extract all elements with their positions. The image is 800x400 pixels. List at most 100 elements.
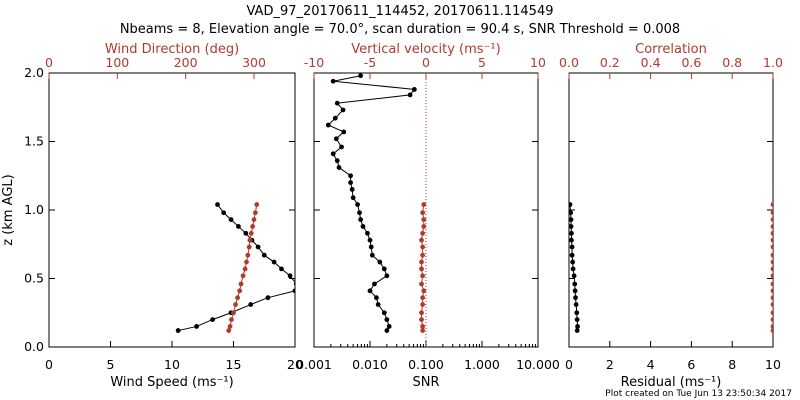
data-point xyxy=(570,266,576,272)
x-tick-label: 10 xyxy=(765,357,781,372)
top-tick-label: -10 xyxy=(304,55,324,70)
data-point xyxy=(238,281,244,287)
data-point xyxy=(770,202,773,207)
top-tick-label: 100 xyxy=(105,55,129,70)
x-tick-label: 0.010 xyxy=(352,357,388,372)
data-point xyxy=(355,202,360,207)
data-point xyxy=(569,230,574,236)
data-point xyxy=(236,224,241,229)
x-axis-label: SNR xyxy=(412,375,439,390)
data-point xyxy=(420,230,426,236)
data-point xyxy=(570,259,576,265)
top-axis-label: Vertical velocity (ms⁻¹) xyxy=(351,42,500,57)
data-point xyxy=(770,295,773,301)
data-point xyxy=(407,92,413,98)
top-tick-label: 0.2 xyxy=(600,55,620,70)
x-tick-label: 10 xyxy=(164,357,180,372)
top-axis-label: Correlation xyxy=(635,42,707,57)
data-point xyxy=(770,266,773,272)
x-axis-label: Residual (ms⁻¹) xyxy=(621,375,722,390)
plot-frame xyxy=(568,72,774,348)
data-point xyxy=(231,310,236,316)
top-tick-label: 5 xyxy=(478,55,486,70)
data-point xyxy=(365,230,370,236)
top-tick-label: 300 xyxy=(242,55,266,70)
data-point xyxy=(420,328,426,333)
data-point xyxy=(770,317,773,322)
data-point xyxy=(250,224,256,229)
data-point xyxy=(330,78,336,84)
x-axis-label: Wind Speed (ms⁻¹) xyxy=(110,375,233,390)
data-point xyxy=(228,217,234,222)
data-point xyxy=(386,324,392,329)
data-point xyxy=(381,310,387,316)
data-point xyxy=(569,237,574,243)
data-point xyxy=(210,317,215,322)
data-point xyxy=(235,295,241,301)
data-point xyxy=(247,237,253,243)
y-tick-label: 1.5 xyxy=(24,134,44,149)
data-point xyxy=(252,210,258,216)
y-tick-label: 0.5 xyxy=(24,271,44,286)
y-tick-label: 0.0 xyxy=(24,339,44,354)
x-tick-label: 8 xyxy=(728,357,736,372)
y-tick-label: 2.0 xyxy=(24,65,44,80)
data-point xyxy=(419,266,424,272)
data-point xyxy=(384,317,390,322)
data-point xyxy=(340,107,346,113)
data-point xyxy=(248,302,254,307)
data-point xyxy=(194,324,200,329)
data-point xyxy=(573,302,579,307)
data-point xyxy=(419,317,424,322)
figure-title: VAD_97_20170611_114452, 20170611.114549 xyxy=(247,4,554,19)
data-point xyxy=(255,244,261,250)
data-point xyxy=(419,237,424,243)
x-tick-label: 0 xyxy=(565,357,573,372)
data-point xyxy=(419,259,424,265)
figure-subtitle: Nbeams = 8, Elevation angle = 70.0°, sca… xyxy=(120,22,680,37)
data-point xyxy=(245,252,251,258)
data-point xyxy=(348,180,353,186)
x-tick-label: 0.100 xyxy=(408,357,444,372)
data-point xyxy=(770,273,773,279)
top-tick-label: 0 xyxy=(45,55,53,70)
plot-frame xyxy=(313,72,539,348)
data-point xyxy=(221,210,227,216)
top-tick-label: 200 xyxy=(174,55,198,70)
data-point xyxy=(411,87,417,92)
top-tick-label: 0.8 xyxy=(722,55,742,70)
data-point xyxy=(261,252,267,258)
data-point xyxy=(420,273,426,279)
data-point xyxy=(333,136,339,142)
data-point xyxy=(421,288,427,294)
data-point xyxy=(367,237,373,243)
data-point xyxy=(248,230,254,236)
data-point xyxy=(287,273,293,279)
data-point xyxy=(330,151,336,157)
data-point xyxy=(227,324,233,329)
data-point xyxy=(420,252,426,258)
x-tick-label: 15 xyxy=(226,357,242,372)
data-point xyxy=(334,100,340,106)
data-point xyxy=(770,244,773,250)
data-point xyxy=(175,328,181,333)
data-point xyxy=(574,317,580,322)
y-axis-label: z (km AGL) xyxy=(1,174,16,245)
data-point xyxy=(574,310,580,316)
panel-residual: 0 2 4 6 8 10 Residual (ms⁻¹) 0.0 0.2 0.4 0.6 0.8 1.0… xyxy=(559,42,783,390)
data-point xyxy=(265,295,271,301)
data-point xyxy=(770,230,773,236)
data-point xyxy=(334,158,340,164)
data-point xyxy=(569,252,575,258)
data-point xyxy=(770,310,773,316)
data-point xyxy=(233,302,238,307)
data-point xyxy=(360,224,366,229)
data-point xyxy=(569,210,574,216)
data-point xyxy=(237,288,243,294)
data-point xyxy=(569,202,573,207)
data-point xyxy=(770,252,773,258)
panel-wind: 0.0 0.5 1.0 1.5 2.0 z (km AGL) 0 5 10 15 20 Wind Sp… xyxy=(1,42,303,390)
data-point xyxy=(292,288,295,294)
data-point xyxy=(350,195,356,201)
top-tick-label: 10 xyxy=(530,55,546,70)
